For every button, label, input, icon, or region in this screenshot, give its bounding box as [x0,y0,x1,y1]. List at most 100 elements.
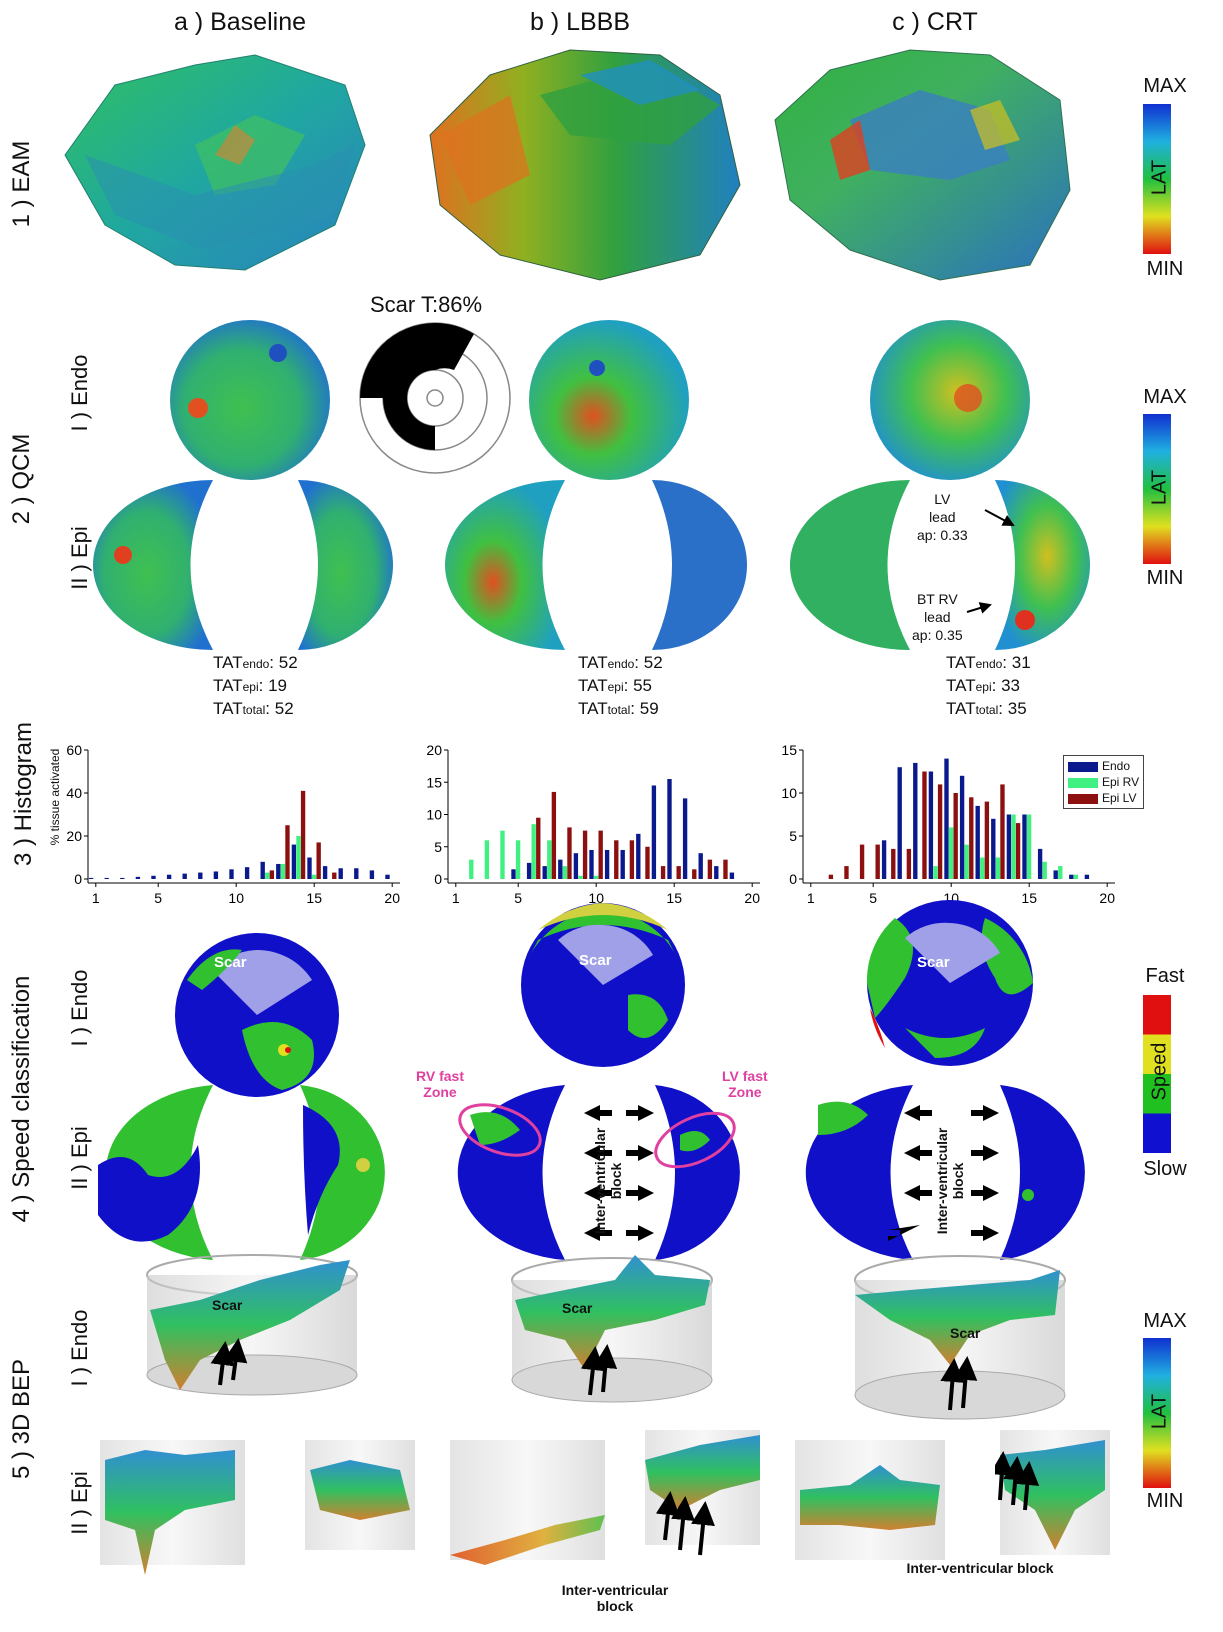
hist-x-tick-label: 15 [1021,890,1037,906]
scar-label-baseline: Scar [214,954,247,971]
hist-bar-endo [881,840,887,879]
hist-bar-epi-rv [1058,866,1063,879]
bep-endo-crt [854,1255,1066,1420]
colorbar2-max: MAX [1143,386,1187,408]
hist-bar-endo [944,758,949,879]
hist-bar-endo [229,869,234,879]
hist-bar-epi-rv [531,824,536,879]
hist-bar-epi-rv [1026,814,1032,879]
hist-x-tick-label: 5 [869,890,877,906]
hist-bar-epi-rv [593,875,599,879]
hist-bar-endo [291,844,297,879]
hist-bar-epi-rv [980,857,985,879]
scar-bep-baseline: Scar [212,1297,243,1313]
sub-label-bep-endo: I ) Endo [67,1309,92,1387]
hist-bar-endo [120,877,125,879]
hist-y-tick-label: 10 [781,785,797,801]
lv-fast-zone-label: LV fast Zone [722,1068,768,1100]
hist-bar-endo [589,849,594,879]
hist-y-tick-label: 10 [426,807,442,823]
hist-bar-endo [620,849,625,879]
hist-bar-epi-rv [948,827,954,879]
speed-endo-crt [866,900,1033,1066]
tat-total-lbbb: TATtotal: 59 [578,699,659,718]
bep-epi-rv-crt [795,1440,945,1560]
hist-bar-endo [166,874,172,879]
hist-bar-epi-lv [859,844,865,879]
sub-label-qcm-endo: I ) Endo [67,354,92,432]
hist-bar-epi-rv [933,866,938,879]
qcm-endo-baseline [170,320,330,480]
hist-bar-epi-rv [469,859,474,879]
hist-y-tick-label: 15 [426,774,442,790]
scar-bep-crt: Scar [950,1325,981,1341]
hist-x-tick-label: 15 [666,890,682,906]
hist-bar-epi-lv [316,842,321,879]
hist-bar-epi-rv [296,836,301,879]
row-label-qcm: 2 ) QCM [8,433,35,525]
hist-bar-epi-lv [828,874,834,879]
speed-endo-lbbb [521,903,685,1067]
hist-bar-endo [975,805,980,879]
tat-epi-lbbb: TATepi: 55 [578,676,652,695]
speed-epi-crt [805,1085,1085,1260]
speed-endo-baseline [175,933,339,1097]
hist-bar-endo [1069,874,1074,879]
hist-bar-epi-lv [692,869,697,879]
hist-bar-epi-lv [984,801,990,879]
ivb-label-lbbb: Inter-ventricular block [592,1127,624,1235]
hist-y-tick-label: 5 [434,839,442,855]
row-label-bep: 5 ) 3D BEP [8,1358,35,1479]
hist-bar-epi-lv [551,791,557,879]
tat-endo-lbbb: TATendo: 52 [578,653,663,672]
hist-bar-endo [151,875,156,879]
bep-epi-rv-lbbb [450,1440,605,1565]
hist-bar-epi-lv [332,872,337,879]
hist-bar-epi-lv [906,848,912,879]
hist-bar-endo [526,862,532,879]
hist-bar-epi-rv [562,866,568,879]
tat-block-lbbb: TATendo: 52 TATepi: 55 TATtotal: 59 [578,652,663,721]
hist-bar-endo [991,818,996,879]
hist-bar-epi-rv [964,844,969,879]
legend-item-epilv: Epi LV [1068,790,1139,806]
hist-bar-endo [1022,814,1027,879]
hist-bar-epi-lv [598,830,603,879]
hist-bar-endo [354,868,359,879]
hist-bar-endo [322,866,328,879]
hist-bar-epi-lv [1015,823,1021,879]
rv-lead-annotation: BT RV lead ap: 0.35 [912,591,963,643]
bep-epi-lv-crt [995,1430,1110,1555]
hist-bar-endo [667,779,672,879]
hist-bar-epi-rv [280,863,286,879]
hist-bar-endo [897,767,902,879]
hist-bar-epi-lv [969,797,974,879]
hist-bar-endo [698,853,703,879]
scar-title: Scar T:86% [370,292,483,317]
hist-bar-endo [542,866,547,879]
hist-bar-endo [636,833,641,879]
hist-bar-epi-lv [629,840,635,879]
ivb-label-crt: Inter-ventricular block [934,1127,966,1235]
hist-bar-endo [307,857,312,879]
hist-x-tick-label: 5 [514,890,522,906]
hist-bar-epi-lv [676,866,681,879]
colorbar3-label: LAT [1148,1393,1171,1430]
speed-colorbar-min: Slow [1143,1158,1187,1180]
column-header-crt: c ) CRT [892,8,978,36]
bep-endo-baseline [146,1254,358,1396]
hist-bar-endo [385,874,390,879]
bullseye-scar-plot [359,322,511,474]
speed-colorbar-segment [1143,995,1171,1035]
hist-y-tick-label: 0 [789,871,797,887]
qcm-epi-crt [790,480,1090,650]
eam-mesh-crt [774,49,1071,281]
tat-block-crt: TATendo: 31 TATepi: 33 TATtotal: 35 [946,652,1031,721]
hist-bar-endo [338,868,343,879]
qcm-epi-lbbb [445,480,747,650]
hist-bar-epi-lv [875,844,880,879]
qcm-endo-lbbb [529,320,689,480]
hist-bar-epi-lv [567,827,572,879]
hist-x-tick-label: 15 [306,890,322,906]
